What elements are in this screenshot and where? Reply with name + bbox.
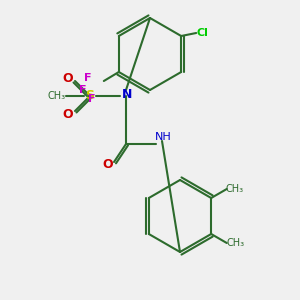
Text: CH₃: CH₃	[48, 91, 66, 101]
Text: F: F	[88, 94, 96, 104]
Text: F: F	[84, 73, 91, 83]
Text: O: O	[62, 107, 73, 121]
Text: N: N	[122, 88, 132, 101]
Text: CH₃: CH₃	[226, 238, 244, 248]
Text: NH: NH	[155, 131, 172, 142]
Text: F: F	[79, 85, 87, 95]
Text: CH₃: CH₃	[225, 184, 243, 194]
Text: S: S	[85, 89, 94, 103]
Text: O: O	[103, 158, 113, 172]
Text: Cl: Cl	[196, 28, 208, 38]
Text: O: O	[62, 71, 73, 85]
